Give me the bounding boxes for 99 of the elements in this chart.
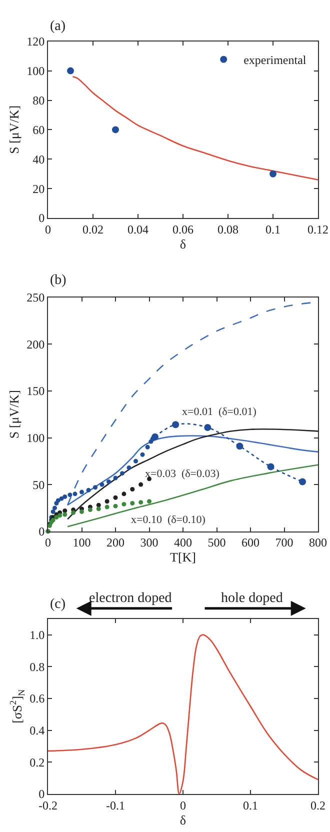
y-tick-label: 0.4	[30, 723, 45, 738]
point	[126, 465, 132, 470]
point	[113, 504, 118, 508]
x-tick-label: -0.1	[106, 798, 125, 812]
point	[100, 482, 104, 487]
x-tick-label: 0.2	[310, 798, 326, 812]
x-tick-label: 100	[72, 536, 91, 550]
point	[112, 126, 119, 134]
x-tick-label: 200	[106, 536, 124, 550]
point	[138, 482, 144, 487]
point	[58, 513, 62, 518]
point	[122, 492, 126, 496]
point	[86, 488, 91, 492]
line-series	[72, 76, 318, 180]
y-tick-label: 40	[32, 152, 45, 166]
point	[145, 444, 150, 450]
text: electron doped	[89, 591, 172, 606]
point	[113, 495, 118, 500]
legend-label: experimental	[244, 53, 307, 68]
x-tick-label: 0	[180, 798, 186, 812]
y-tick-label: 100	[26, 64, 45, 78]
chart-title: (a)	[50, 19, 66, 34]
x-tick-label: 0.1	[266, 222, 280, 236]
point	[298, 478, 306, 486]
x-tick-label: 0.06	[172, 222, 194, 236]
x-axis-title: δ	[180, 812, 186, 828]
point	[130, 501, 135, 506]
line-series	[66, 464, 318, 528]
y-tick-label: 0	[38, 524, 45, 539]
point	[71, 510, 76, 515]
y-tick-label: 0.2	[30, 755, 45, 770]
point	[67, 67, 74, 74]
point	[106, 479, 111, 484]
y-axis-title: S [μV/K]	[6, 390, 22, 439]
y-tick-label: 100	[26, 430, 45, 445]
y-tick-label: 0.6	[30, 692, 45, 706]
x-tick-label: 0.04	[128, 222, 148, 236]
y-tick-label: 150	[26, 384, 45, 398]
chart-title: (b)	[50, 273, 67, 288]
point	[62, 494, 68, 499]
x-tick-label: 500	[208, 536, 226, 550]
point	[93, 485, 98, 490]
y-tick-label: 1.0	[30, 628, 45, 642]
y-tick-label: 20	[32, 182, 45, 196]
point	[62, 512, 68, 517]
point	[140, 452, 145, 457]
point	[88, 508, 92, 512]
point	[80, 509, 84, 514]
y-tick-label: 80	[32, 93, 45, 108]
point	[68, 492, 72, 498]
x-axis-title: δ	[180, 236, 186, 252]
y-tick-label: 0.8	[30, 660, 45, 674]
point	[80, 490, 84, 494]
point	[270, 170, 276, 178]
y-tick-label: 120	[26, 34, 45, 49]
y-tick-label: 0	[38, 211, 45, 226]
point	[113, 476, 118, 480]
text: hole doped	[221, 591, 283, 606]
x-tick-label: 0.12	[308, 222, 328, 236]
point	[236, 442, 244, 450]
annotation: x=0.10 (δ=0.10)	[131, 514, 206, 526]
x-tick-label: 300	[140, 536, 158, 550]
point	[56, 498, 60, 503]
y-tick-label: 250	[26, 290, 45, 305]
x-tick-label: 800	[309, 536, 327, 550]
point	[62, 508, 68, 513]
point	[96, 502, 101, 508]
y-tick-label: 50	[32, 478, 45, 492]
point	[120, 471, 124, 476]
chart-title: (c)	[50, 597, 66, 612]
point	[96, 506, 101, 512]
point	[138, 500, 144, 505]
x-tick-label: 0.08	[218, 222, 238, 236]
x-tick-label: 0.02	[82, 222, 104, 236]
point	[130, 486, 135, 492]
y-axis-title: S [μV/K]	[6, 105, 22, 154]
y-tick-label: 60	[32, 122, 45, 137]
point	[52, 506, 57, 510]
x-tick-label: 600	[242, 536, 260, 550]
point	[50, 509, 56, 514]
point	[54, 515, 59, 520]
line-series	[48, 634, 318, 794]
x-tick-label: 0.1	[243, 798, 258, 812]
point	[72, 492, 78, 496]
point	[150, 436, 155, 441]
annotation: x=0.03 (δ=0.03)	[145, 468, 220, 480]
point	[104, 504, 110, 510]
point	[122, 502, 126, 506]
annotation: x=0.01 (δ=0.01)	[182, 406, 257, 418]
point	[204, 424, 212, 431]
point	[147, 499, 152, 504]
x-axis-title: T[K]	[170, 550, 196, 565]
x-tick-label: 400	[174, 536, 192, 550]
point	[134, 458, 138, 464]
point	[172, 421, 180, 428]
point	[104, 499, 110, 504]
x-tick-label: 700	[275, 536, 294, 550]
y-tick-label: 200	[26, 337, 45, 352]
point	[267, 463, 274, 470]
